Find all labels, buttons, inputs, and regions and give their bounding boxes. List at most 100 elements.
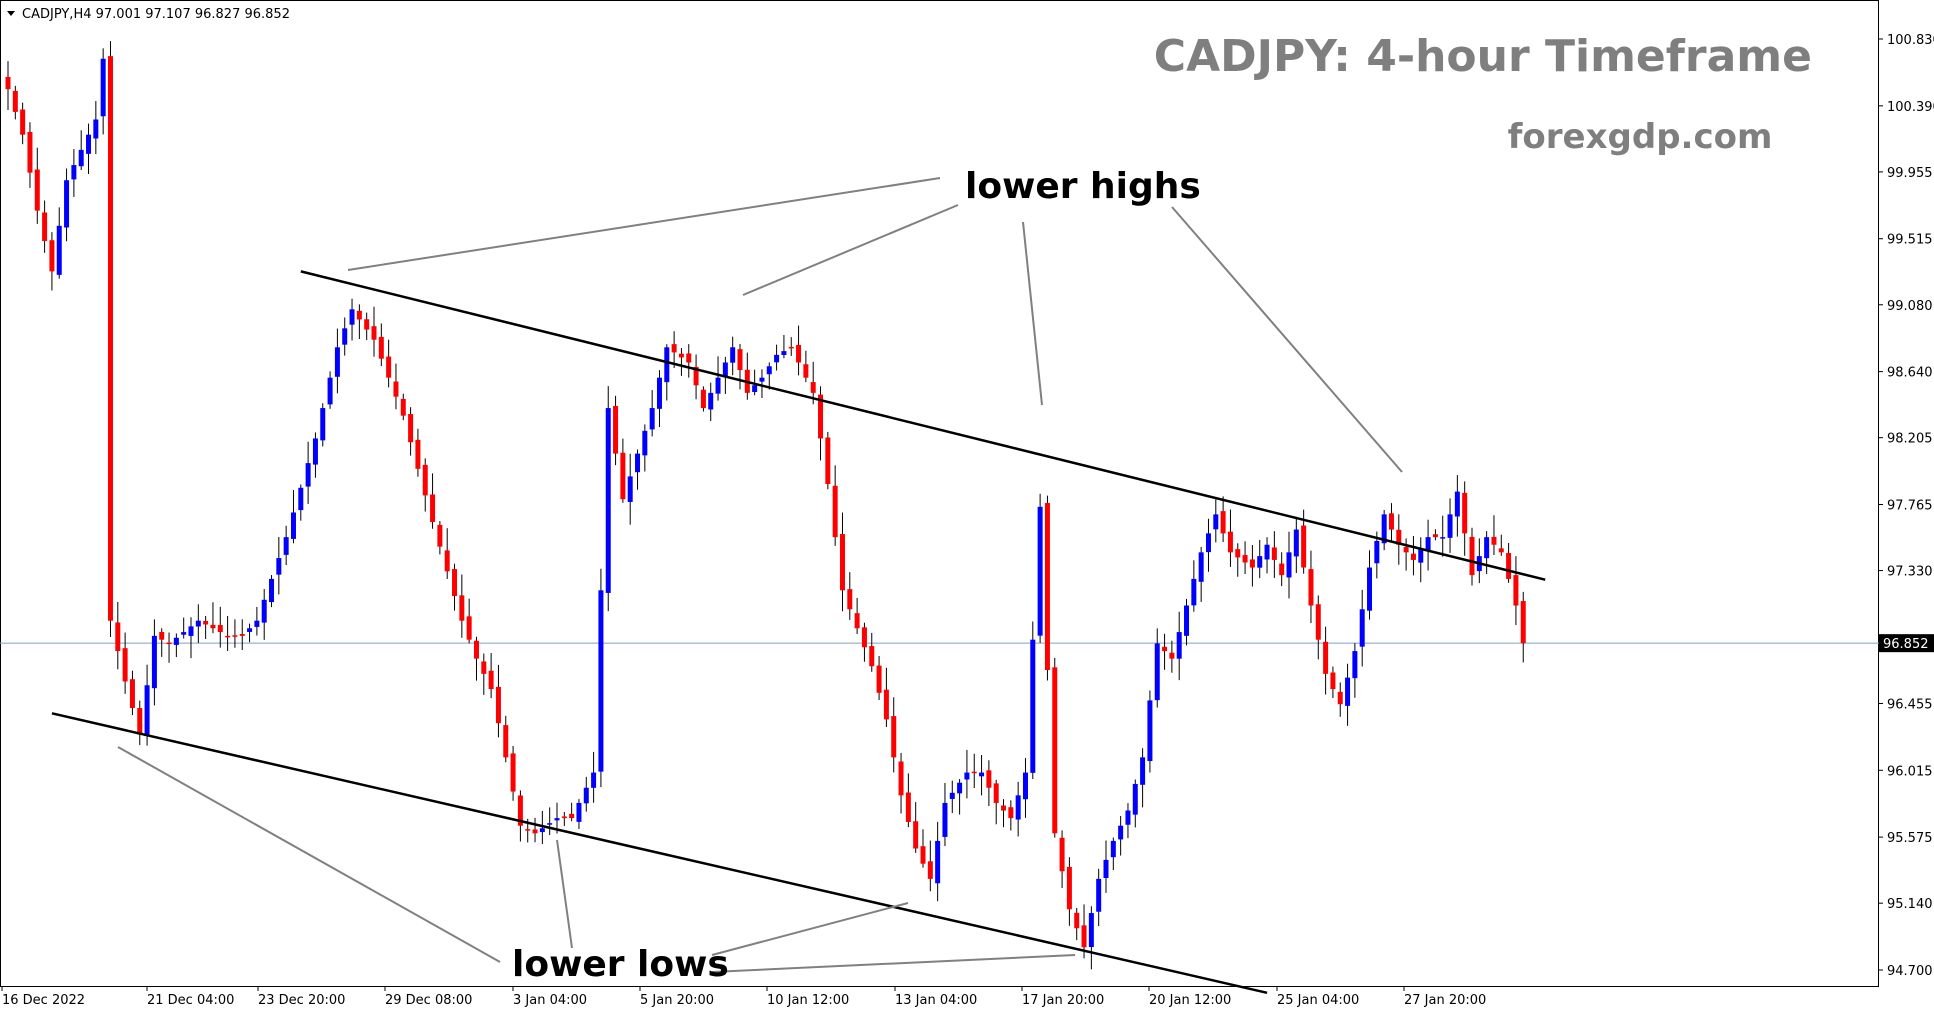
candle-body [1484, 537, 1490, 559]
candle-body [232, 635, 238, 637]
candle [1110, 837, 1116, 871]
candle [1169, 640, 1175, 673]
candle [935, 821, 941, 902]
candle-body [203, 620, 209, 625]
candle-body [1037, 506, 1043, 636]
candle [1125, 803, 1131, 839]
y-tick-label: 96.015 [1887, 764, 1933, 779]
candle-body [1301, 525, 1307, 568]
candle [137, 700, 143, 746]
candle [861, 622, 867, 662]
candle-body [605, 408, 611, 593]
candle-body [42, 212, 48, 241]
candle [1396, 514, 1402, 565]
candle [298, 484, 304, 521]
candle [686, 344, 692, 378]
chevron-down-icon[interactable] [7, 11, 15, 16]
candle [356, 304, 362, 339]
candle-body [920, 846, 926, 864]
candle-body [415, 439, 421, 469]
header-bar: CADJPY,H4 97.001 97.107 96.827 96.852 [7, 7, 290, 22]
candle [144, 664, 150, 746]
candle [620, 438, 626, 503]
candle-body [1147, 700, 1153, 762]
symbol-info: CADJPY,H4 97.001 97.107 96.827 96.852 [22, 7, 290, 22]
candle-body [759, 377, 765, 382]
candle [839, 512, 845, 612]
candle-body [400, 398, 406, 416]
pointer-low-4 [711, 954, 1076, 973]
candle [1227, 509, 1233, 567]
candle-body [935, 840, 941, 884]
candle [495, 664, 501, 738]
candle-body [788, 346, 794, 349]
y-tick-label: 97.330 [1887, 565, 1933, 580]
y-tick-label: 99.515 [1887, 233, 1933, 248]
candle [122, 632, 128, 694]
candle-body [671, 344, 677, 353]
candle-body [107, 56, 113, 621]
candle [56, 207, 62, 279]
candle-body [276, 558, 282, 575]
candle-body [1110, 840, 1116, 858]
candle-body [151, 635, 157, 689]
candle [927, 840, 933, 892]
current-price-tag-label: 96.852 [1883, 637, 1929, 652]
candle-body [195, 620, 201, 627]
candle-body [452, 569, 458, 597]
candle [1337, 682, 1343, 717]
x-tick-label: 29 Dec 08:00 [385, 993, 472, 1008]
candle-body [715, 377, 721, 394]
candle [232, 619, 238, 648]
candle-body [1345, 677, 1351, 706]
candle [452, 563, 458, 611]
candle [1410, 536, 1416, 576]
candle [759, 369, 765, 399]
candle-body [810, 382, 816, 393]
candle-body [1022, 772, 1028, 800]
candle [20, 102, 26, 145]
candle-body [312, 438, 318, 465]
candle [1330, 666, 1336, 698]
y-tick-label: 95.575 [1887, 831, 1933, 846]
candle-body [320, 408, 326, 441]
candle [151, 619, 157, 706]
candle [1381, 509, 1387, 551]
candle-body [781, 351, 787, 355]
candle [115, 601, 121, 670]
candle-body [1096, 878, 1102, 912]
candle-body [1440, 537, 1446, 539]
candle-body [137, 707, 143, 735]
candle-body [949, 792, 955, 799]
candle-body [342, 328, 348, 345]
candle [1008, 800, 1014, 831]
candle [34, 147, 40, 224]
candle [1367, 550, 1373, 620]
candle [1081, 904, 1087, 959]
candle [1279, 552, 1285, 587]
candle-body [532, 829, 538, 834]
candle [78, 130, 84, 171]
trendline-lower [51, 712, 1268, 994]
candle-body [854, 613, 860, 629]
candle-body [510, 753, 516, 792]
candle [847, 572, 853, 620]
candle-body [1520, 601, 1526, 644]
candle-body [1271, 547, 1277, 560]
candle [1198, 546, 1204, 602]
candle [905, 773, 911, 828]
candle [1315, 595, 1321, 660]
candle [1498, 534, 1504, 556]
candle-body [898, 761, 904, 796]
candle [1359, 589, 1365, 667]
y-tick-label: 95.140 [1887, 897, 1933, 912]
candle [1074, 907, 1080, 941]
candle-body [1462, 492, 1468, 534]
candle-body [1118, 825, 1124, 840]
candle-body [305, 463, 311, 487]
x-tick-label: 23 Dec 20:00 [258, 993, 345, 1008]
candle [1066, 857, 1072, 926]
candle [964, 749, 970, 799]
candle-body [1447, 514, 1453, 538]
candle [957, 778, 963, 815]
